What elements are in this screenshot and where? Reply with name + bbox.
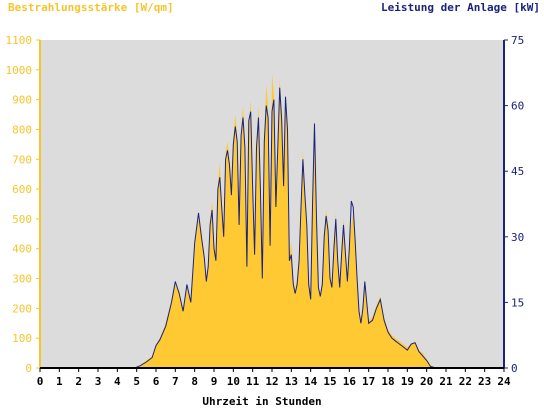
x-tick-label: 20 [420,375,433,388]
x-tick-label: 23 [478,375,491,388]
right-tick-label: 30 [511,231,524,244]
irradiance-area [40,72,504,369]
right-tick-label: 75 [511,34,524,47]
x-tick-label: 9 [211,375,218,388]
right-tick-label: 15 [511,296,524,309]
left-tick-label: 500 [12,213,32,226]
x-tick-label: 5 [133,375,140,388]
right-tick-label: 0 [511,362,518,375]
x-tick-label: 2 [75,375,82,388]
ticks-layer: 0100200300400500600700800900100011000153… [6,34,525,388]
right-axis-title: Leistung der Anlage [kW] [381,1,540,14]
x-tick-label: 8 [191,375,198,388]
x-tick-label: 13 [285,375,298,388]
right-tick-label: 45 [511,165,524,178]
left-tick-label: 100 [12,332,32,345]
left-tick-label: 1000 [6,64,33,77]
x-tick-label: 15 [323,375,336,388]
left-tick-label: 300 [12,273,32,286]
x-tick-label: 14 [304,375,318,388]
left-tick-label: 600 [12,183,32,196]
x-axis-title: Uhrzeit in Stunden [202,395,321,408]
irradiance-area-layer [40,72,504,369]
x-tick-label: 0 [37,375,44,388]
x-tick-label: 3 [95,375,102,388]
x-tick-label: 17 [362,375,375,388]
left-tick-label: 1100 [6,34,33,47]
left-tick-label: 200 [12,302,32,315]
power-line [40,87,504,369]
right-tick-label: 60 [511,100,524,113]
x-tick-label: 22 [459,375,472,388]
left-tick-label: 900 [12,94,32,107]
x-tick-label: 1 [56,375,63,388]
x-tick-label: 10 [227,375,240,388]
left-axis-title: Bestrahlungsstärke [W/qm] [8,1,174,14]
x-tick-label: 18 [381,375,394,388]
left-tick-label: 400 [12,243,32,256]
left-tick-label: 0 [25,362,32,375]
x-tick-label: 11 [246,375,260,388]
x-tick-label: 6 [153,375,160,388]
x-tick-label: 19 [401,375,414,388]
x-tick-label: 24 [497,375,511,388]
x-tick-label: 7 [172,375,179,388]
left-tick-label: 700 [12,153,32,166]
x-tick-label: 21 [439,375,453,388]
x-tick-label: 16 [343,375,357,388]
power-line-layer [40,87,504,369]
x-tick-label: 12 [265,375,278,388]
left-tick-label: 800 [12,123,32,136]
x-tick-label: 4 [114,375,121,388]
